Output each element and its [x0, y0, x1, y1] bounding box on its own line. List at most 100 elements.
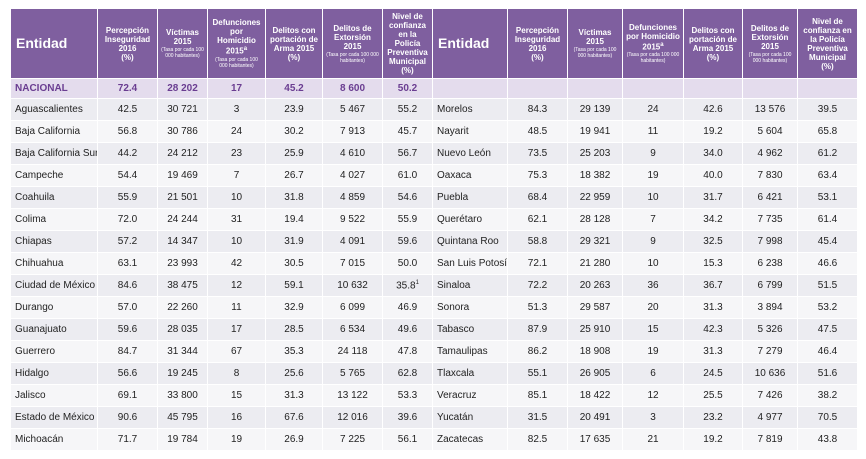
header-title: Víctimas 2015 — [578, 28, 612, 46]
header-cell: Percepción Inseguridad 2016 (%) — [97, 8, 158, 79]
data-cell: 20 491 — [567, 406, 623, 429]
data-cell: 10 — [622, 186, 684, 209]
data-cell: 25.6 — [265, 362, 323, 385]
data-cell: 63.1 — [97, 252, 158, 275]
header-unit: (%) — [121, 52, 134, 62]
data-cell: 25.5 — [683, 384, 743, 407]
data-cell: 21 501 — [157, 186, 208, 209]
header-sup: a — [243, 46, 248, 53]
data-cell: 59.6 — [97, 318, 158, 341]
data-row: Chihuahua 63.1 23 993 42 30.5 7 015 50.0 San Lu… — [10, 252, 858, 275]
data-cell: 15.3 — [683, 252, 743, 275]
state-name: Sonora — [432, 296, 508, 319]
table-container: Entidad Percepción Inseguridad 2016 (%) Víc… — [10, 8, 858, 451]
state-name: Morelos — [432, 98, 508, 121]
data-cell: 6 — [622, 362, 684, 385]
data-row: Durango 57.0 22 260 11 32.9 6 099 46.9 Sonora 51… — [10, 296, 858, 319]
header-cell: Entidad — [432, 8, 508, 79]
state-name: Puebla — [432, 186, 508, 209]
data-cell: 85.1 — [507, 384, 568, 407]
data-cell: 40.0 — [683, 164, 743, 187]
data-cell: 55.2 — [382, 98, 433, 121]
data-cell: 19 245 — [157, 362, 208, 385]
data-cell: 39.5 — [797, 98, 858, 121]
data-cell: 6 238 — [742, 252, 798, 275]
state-name: Estado de México — [10, 406, 98, 429]
data-cell: 21 280 — [567, 252, 623, 275]
header-title: Defunciones por Homicidio 2015 — [212, 18, 261, 56]
state-name: Tabasco — [432, 318, 508, 341]
data-cell: 31.7 — [683, 186, 743, 209]
state-name: Durango — [10, 296, 98, 319]
data-cell: 46.6 — [797, 252, 858, 275]
data-cell: 53.3 — [382, 384, 433, 407]
data-cell: 4 091 — [322, 230, 383, 253]
header-note: (Tasa por cada 100 000 habitantes) — [326, 51, 379, 64]
data-cell: 4 610 — [322, 142, 383, 165]
data-cell: 6 421 — [742, 186, 798, 209]
data-cell: 84.7 — [97, 340, 158, 363]
header-cell: Delitos con portación de Arma 2015 (%) — [683, 8, 743, 79]
data-cell: 10 — [207, 230, 266, 253]
data-cell: 67 — [207, 340, 266, 363]
data-cell: 24 244 — [157, 208, 208, 231]
state-name: Campeche — [10, 164, 98, 187]
empty-cell — [742, 78, 798, 99]
data-cell: 50.0 — [382, 252, 433, 275]
data-row: Guanajuato 59.6 28 035 17 28.5 6 534 49.6 Tabas… — [10, 318, 858, 341]
data-cell: 3 — [622, 406, 684, 429]
data-cell: 62.1 — [507, 208, 568, 231]
data-cell: 19.2 — [683, 120, 743, 143]
header-cell: Defunciones por Homicidio 2015a (Tasa por… — [622, 8, 684, 79]
data-cell: 55.9 — [97, 186, 158, 209]
state-name: Nuevo León — [432, 142, 508, 165]
data-cell: 25 203 — [567, 142, 623, 165]
header-sup: a — [660, 41, 664, 48]
data-cell: 67.6 — [265, 406, 323, 429]
header-cell: Entidad — [10, 8, 98, 79]
data-cell: 22 260 — [157, 296, 208, 319]
data-cell: 31 — [207, 208, 266, 231]
security-table: Entidad Percepción Inseguridad 2016 (%) Víc… — [10, 8, 858, 451]
data-cell: 87.9 — [507, 318, 568, 341]
state-name: San Luis Potosí — [432, 252, 508, 275]
data-row: Colima 72.0 24 244 31 19.4 9 522 55.9 Querétaro… — [10, 208, 858, 231]
data-cell: 17 — [207, 318, 266, 341]
data-cell: 7 998 — [742, 230, 798, 253]
state-name: Veracruz — [432, 384, 508, 407]
data-cell: 23 993 — [157, 252, 208, 275]
data-cell: 3 — [207, 98, 266, 121]
national-cell: 17 — [207, 78, 266, 99]
data-cell: 90.6 — [97, 406, 158, 429]
empty-cell — [797, 78, 858, 99]
data-cell: 86.2 — [507, 340, 568, 363]
data-cell: 43.8 — [797, 428, 858, 451]
header-title: Delitos con portación de Arma 2015 — [688, 25, 737, 53]
data-cell: 57.2 — [97, 230, 158, 253]
header-cell: Delitos de Extorsión 2015 (Tasa por cada … — [742, 8, 798, 79]
data-cell: 61.0 — [382, 164, 433, 187]
data-cell: 28.5 — [265, 318, 323, 341]
state-name: Chiapas — [10, 230, 98, 253]
state-name: Nayarit — [432, 120, 508, 143]
data-cell: 51.3 — [507, 296, 568, 319]
data-cell: 7 913 — [322, 120, 383, 143]
data-cell: 42.6 — [683, 98, 743, 121]
data-cell: 7 — [207, 164, 266, 187]
data-cell: 10 636 — [742, 362, 798, 385]
data-cell: 29 139 — [567, 98, 623, 121]
data-cell: 32.5 — [683, 230, 743, 253]
header-cell: Percepción Inseguridad 2016 (%) — [507, 8, 568, 79]
data-cell: 69.1 — [97, 384, 158, 407]
header-cell: Delitos de Extorsión 2015 (Tasa por cada … — [322, 8, 383, 79]
empty-cell — [622, 78, 684, 99]
data-cell: 5 326 — [742, 318, 798, 341]
state-name: Sinaloa — [432, 274, 508, 297]
state-name: Yucatán — [432, 406, 508, 429]
data-cell: 5 604 — [742, 120, 798, 143]
data-cell: 19 — [622, 340, 684, 363]
state-name: Querétaro — [432, 208, 508, 231]
data-cell: 61.4 — [797, 208, 858, 231]
data-cell: 28 128 — [567, 208, 623, 231]
data-cell: 7 735 — [742, 208, 798, 231]
